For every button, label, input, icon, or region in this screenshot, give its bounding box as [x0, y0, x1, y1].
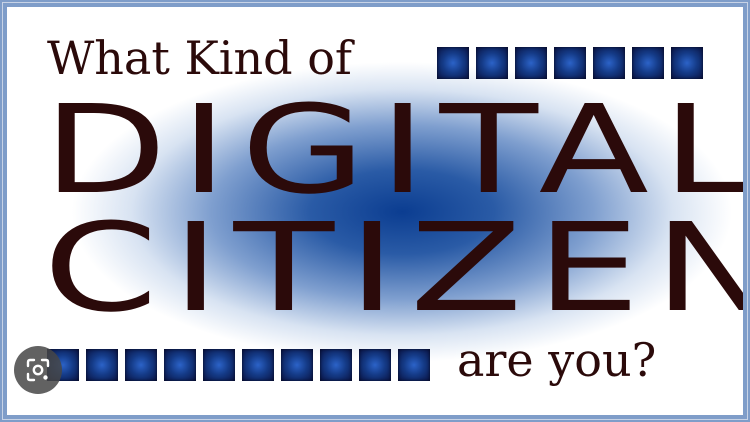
- blank-square: [125, 349, 157, 381]
- headline-what-kind-of: What Kind of: [47, 31, 352, 85]
- blank-square: [281, 349, 313, 381]
- visual-search-icon: [26, 358, 50, 382]
- blank-square: [671, 47, 703, 79]
- blank-square: [632, 47, 664, 79]
- blank-square: [476, 47, 508, 79]
- blank-square: [86, 349, 118, 381]
- blank-square: [515, 47, 547, 79]
- blank-square: [164, 349, 196, 381]
- headline-citizen: CITIZEN: [43, 197, 750, 339]
- blank-square: [359, 349, 391, 381]
- headline-digital: DIGITAL: [43, 79, 750, 221]
- blank-square: [554, 47, 586, 79]
- blank-square: [593, 47, 625, 79]
- visual-search-button[interactable]: [14, 346, 62, 394]
- headline-are-you: are you?: [457, 333, 657, 387]
- blank-square: [320, 349, 352, 381]
- blank-squares-top: [437, 47, 703, 79]
- blank-squares-bottom: [47, 349, 430, 381]
- blank-square: [398, 349, 430, 381]
- blank-square: [437, 47, 469, 79]
- blank-square: [203, 349, 235, 381]
- blank-square: [242, 349, 274, 381]
